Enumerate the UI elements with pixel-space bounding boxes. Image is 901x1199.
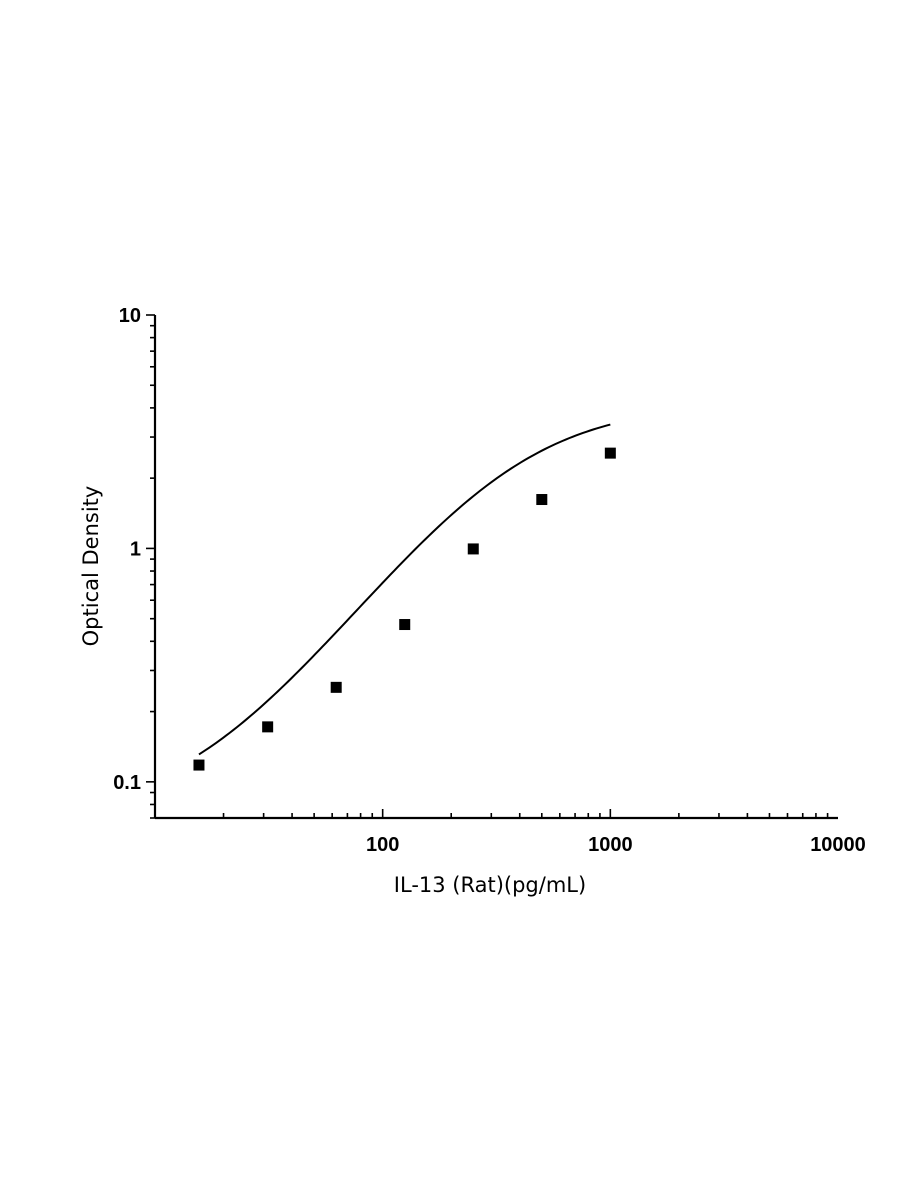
x-tick-label: 10000 bbox=[810, 834, 866, 856]
x-axis: 100 1000 10000 bbox=[154, 809, 866, 856]
data-points bbox=[193, 447, 616, 771]
plot-area bbox=[193, 423, 616, 771]
y-ticks bbox=[146, 314, 155, 819]
y-tick-label: 10 bbox=[119, 305, 141, 327]
data-point bbox=[536, 494, 548, 506]
fit-curve bbox=[198, 423, 611, 756]
data-point bbox=[262, 721, 274, 733]
x-tick-label: 100 bbox=[366, 834, 399, 856]
y-axis: 0.1 1 10 bbox=[113, 305, 157, 819]
data-point bbox=[330, 681, 342, 693]
x-tick-label: 1000 bbox=[588, 834, 633, 856]
data-point bbox=[604, 447, 616, 459]
y-tick-labels: 0.1 1 10 bbox=[113, 305, 141, 794]
x-ticks bbox=[154, 809, 829, 818]
data-point bbox=[399, 619, 411, 631]
x-axis-title: IL-13 (Rat)(pg/mL) bbox=[394, 873, 586, 897]
x-tick-labels: 100 1000 10000 bbox=[366, 834, 866, 856]
y-axis-title: Optical Density bbox=[79, 486, 103, 647]
y-tick-label: 1 bbox=[130, 538, 141, 560]
y-tick-label: 0.1 bbox=[113, 772, 141, 794]
data-point bbox=[467, 543, 479, 555]
data-point bbox=[193, 759, 205, 771]
